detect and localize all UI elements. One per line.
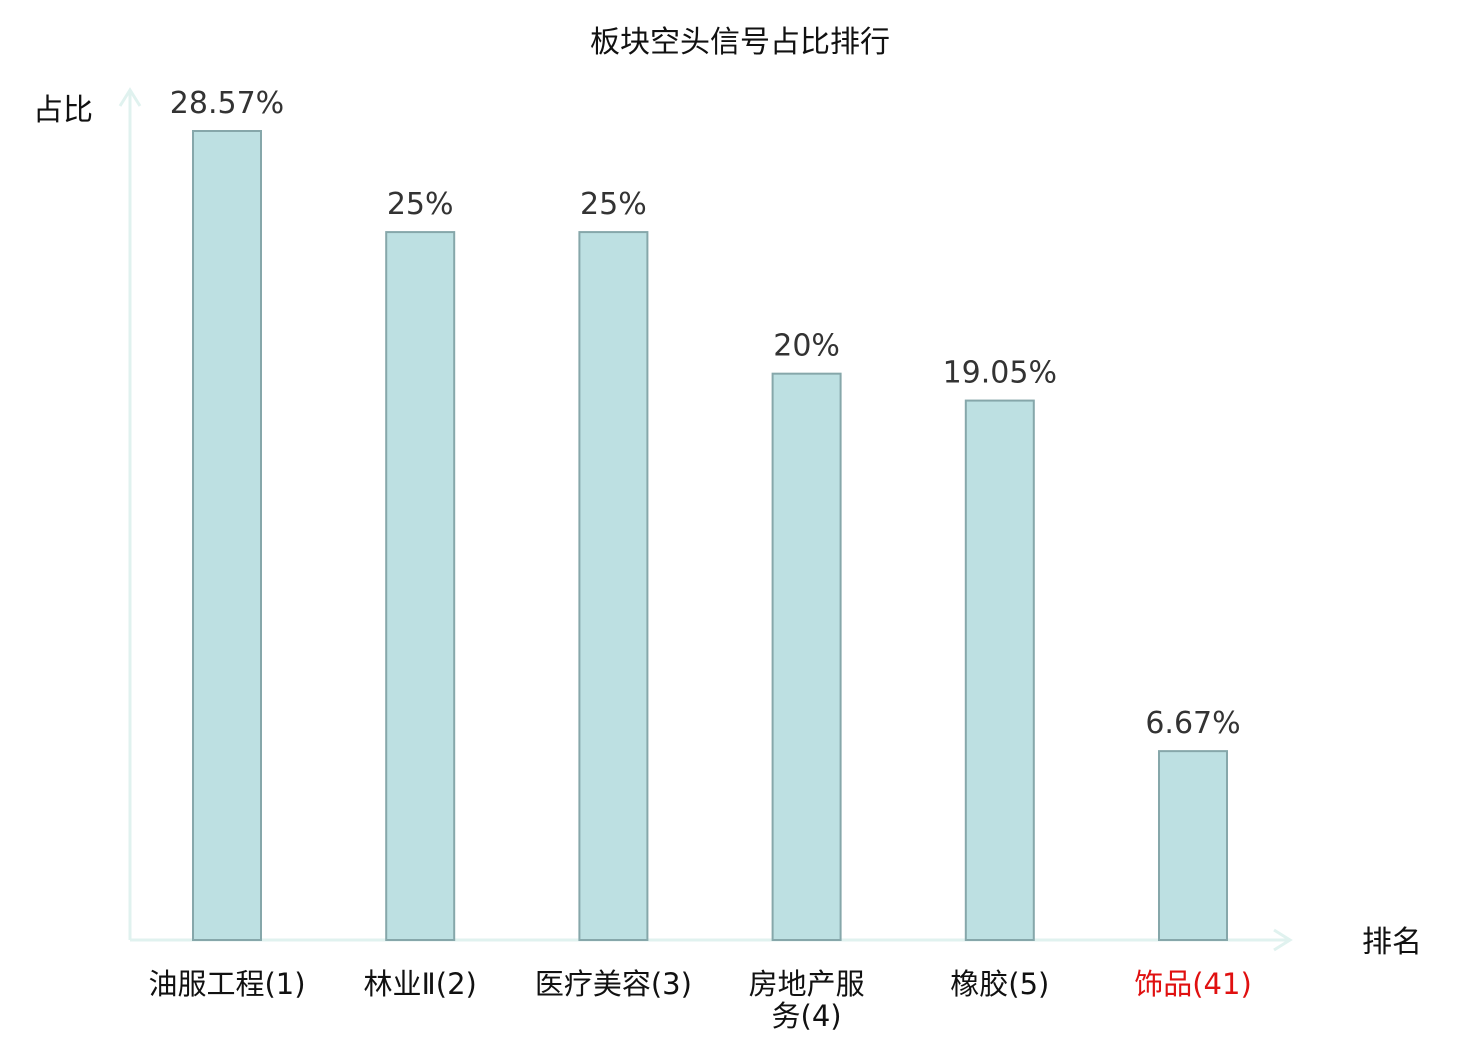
y-axis-arrow xyxy=(118,87,142,107)
bar xyxy=(771,372,842,941)
category-label: 橡胶(5) xyxy=(950,967,1049,1001)
category-label: 饰品(41) xyxy=(1134,967,1252,1001)
bar-value-label: 19.05% xyxy=(943,356,1057,391)
bar-value-label: 6.67% xyxy=(1145,706,1240,741)
chart-title: 板块空头信号占比排行 xyxy=(590,25,890,60)
category-label-line: 橡胶(5) xyxy=(950,967,1049,1001)
axes xyxy=(118,87,1293,952)
category-label: 林业Ⅱ(2) xyxy=(364,967,477,1001)
bar-value-label: 25% xyxy=(580,187,647,222)
category-label-line: 房地产服 xyxy=(749,967,865,1001)
bar xyxy=(192,130,262,941)
y-axis-label: 占比 xyxy=(33,93,93,128)
bar xyxy=(385,231,456,941)
x-axis-arrow xyxy=(1273,928,1293,952)
bar xyxy=(1158,750,1228,942)
bar-value-label: 28.57% xyxy=(170,86,284,121)
bar xyxy=(578,231,649,941)
category-label-line: 医疗美容(3) xyxy=(535,967,692,1001)
category-label: 医疗美容(3) xyxy=(535,967,692,1001)
category-label-line: 油服工程(1) xyxy=(148,967,305,1001)
x-axis-label: 排名 xyxy=(1362,925,1422,960)
category-label: 房地产服务(4) xyxy=(749,967,865,1033)
bar xyxy=(964,399,1035,941)
bars-group: 28.57% 油服工程(1) 25% 林业Ⅱ(2) 25% 医疗美容(3) 20% 房地产服务… xyxy=(148,86,1251,1033)
category-label-line: 饰品(41) xyxy=(1134,967,1252,1001)
bar-value-label: 25% xyxy=(387,187,454,222)
bar-value-label: 20% xyxy=(773,329,840,364)
category-label: 油服工程(1) xyxy=(148,967,305,1001)
category-label-line: 林业Ⅱ(2) xyxy=(364,967,477,1001)
category-label-line: 务(4) xyxy=(772,999,842,1033)
